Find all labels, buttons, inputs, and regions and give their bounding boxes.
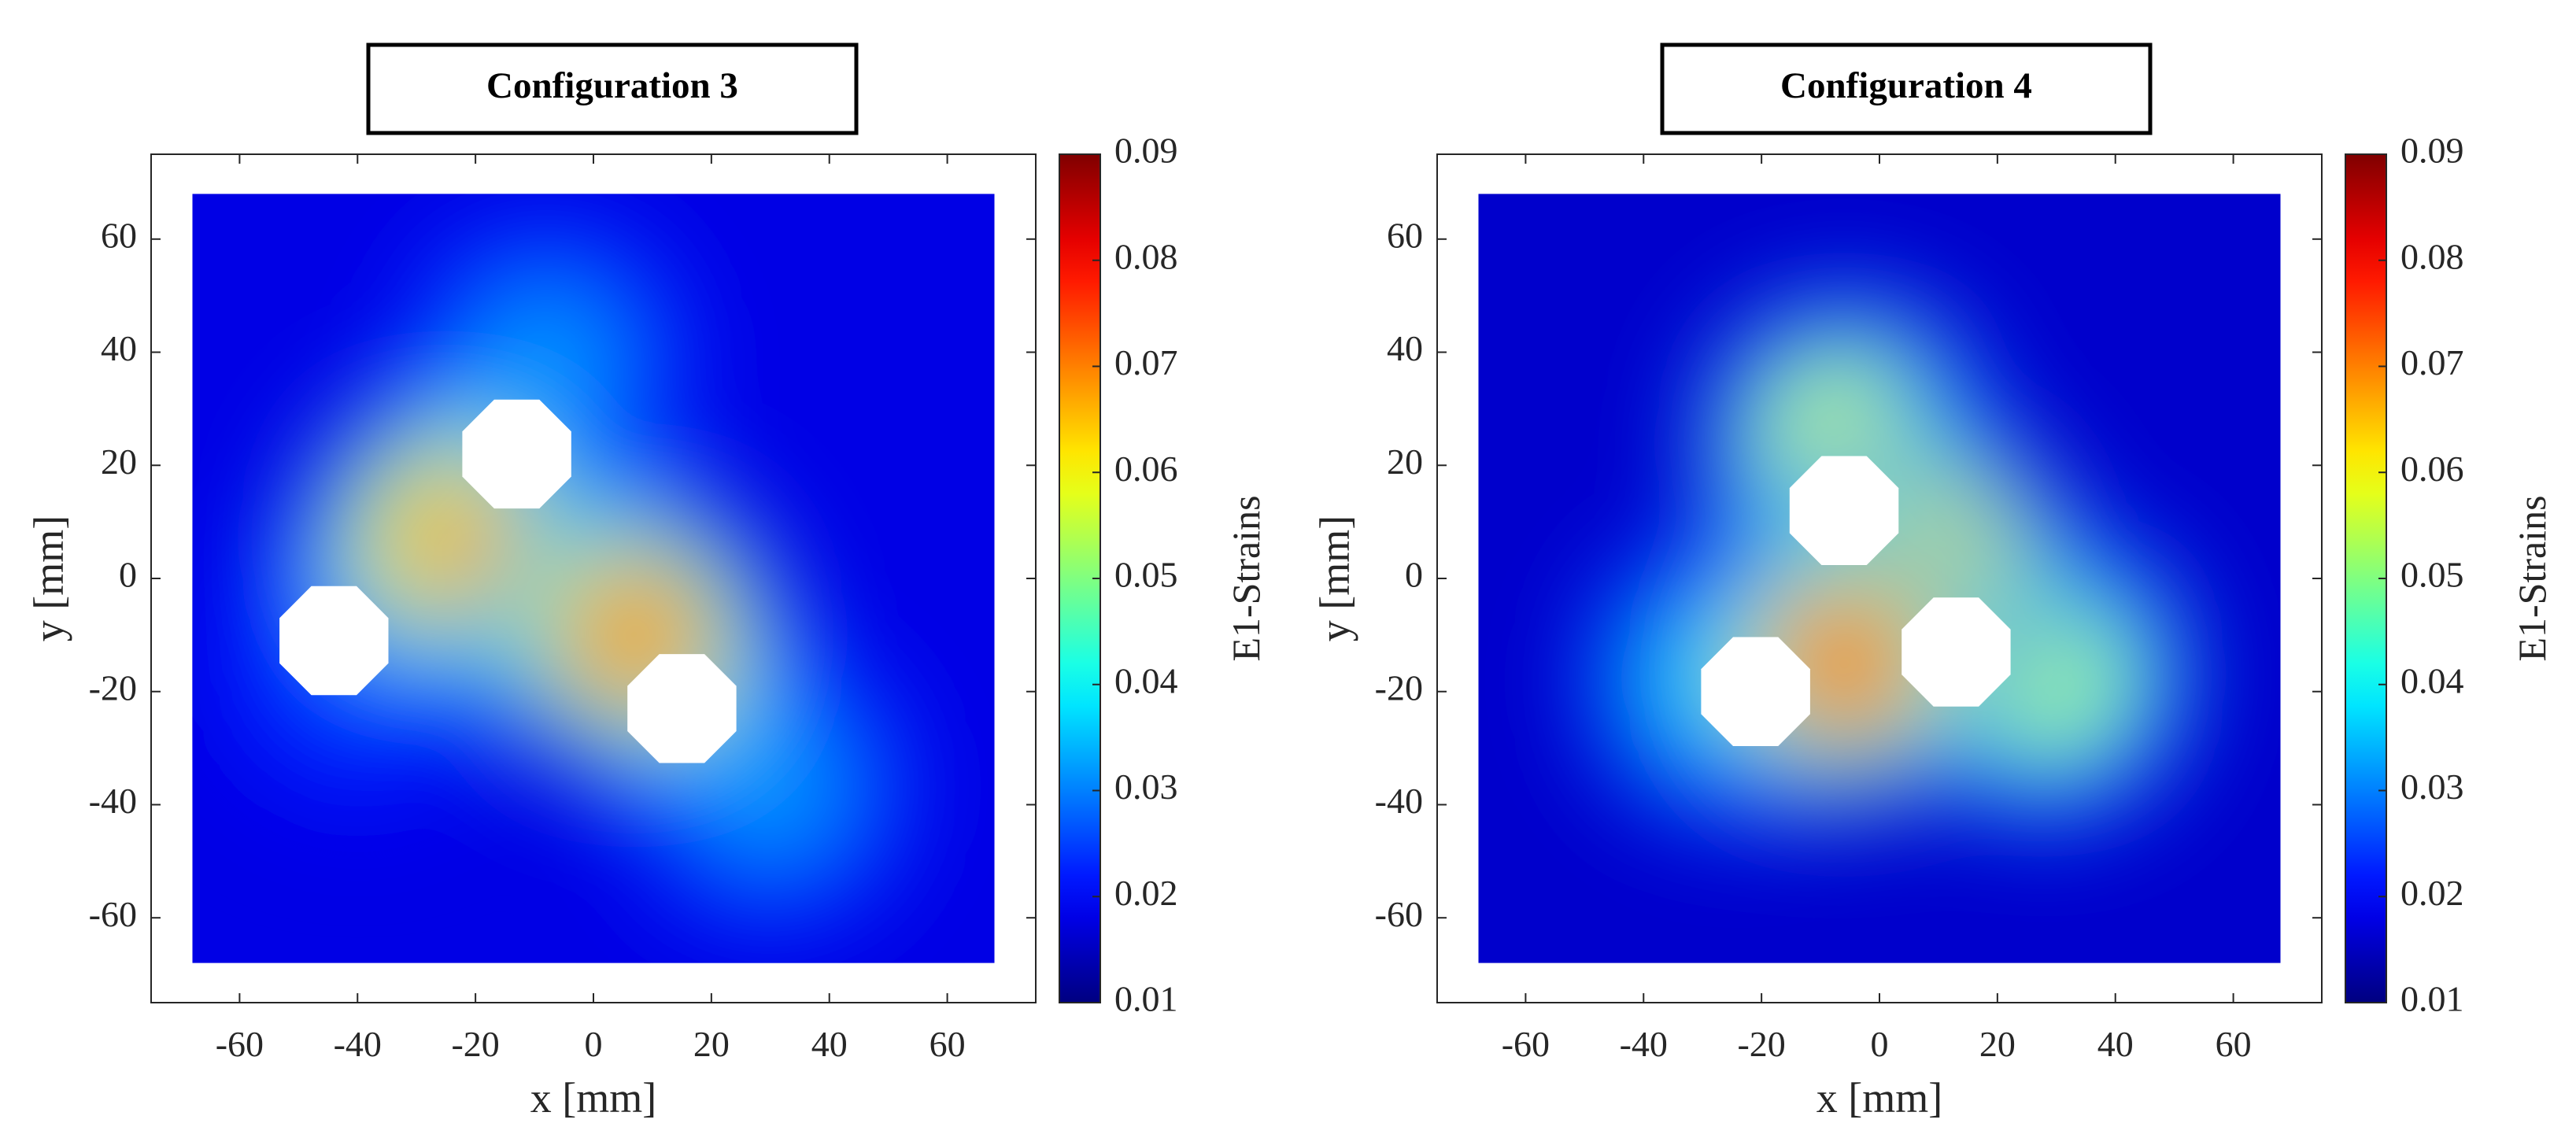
colorbar-label: E1-Strains [2510,495,2554,661]
hole [462,399,571,509]
hole-cutouts [1701,456,2011,746]
strain-peak [487,304,605,423]
strain-peak [1785,604,1903,722]
title-box [1660,42,2153,135]
panel-configuration-4: Configuration 4 -60 -40 -20 0 20 40 60 60 40 20 0… [1311,42,2554,1121]
chart-title: Configuration 3 [486,65,738,106]
colorbar-tick-label: 0.01 [1114,979,1178,1019]
hole [1701,637,1810,746]
y-tick-label: 0 [1405,555,1423,595]
colorbar-ticks: 0.09 0.08 0.07 0.06 0.05 0.04 0.03 0.02 0.01 [2378,131,2464,1019]
colorbar-tick-label: 0.04 [2400,660,2464,700]
y-tick-label: 40 [1387,328,1423,368]
colorbar-tick-label: 0.09 [2400,131,2464,171]
x-tick-label: -20 [451,1024,499,1064]
colorbar-tick-label: 0.06 [2400,449,2464,489]
colorbar-tick-label: 0.09 [1114,131,1178,171]
x-tick-label: 20 [1979,1024,2016,1064]
hole-cutouts [279,399,737,763]
x-tick-label: 20 [693,1024,730,1064]
panel-configuration-3: Configuration 3 -60 -40 -20 0 20 40 60 60 40 20 0… [25,42,1268,1121]
hole [627,654,737,763]
x-tick-label: -40 [334,1024,382,1064]
x-axis-ticks: -60 -40 -20 0 20 40 60 [1502,154,2252,1064]
x-tick-label: 0 [585,1024,603,1064]
y-axis-label: y [mm] [1311,515,1358,641]
colorbar-tick-label: 0.02 [1114,873,1178,913]
x-tick-label: -60 [1502,1024,1550,1064]
x-tick-label: 0 [1871,1024,1889,1064]
hole [1902,597,2011,707]
x-axis-label: x [mm] [530,1074,656,1121]
chart-title: Configuration 4 [1780,65,2032,106]
strain-peak [386,479,505,598]
colorbar-tick-label: 0.07 [2400,342,2464,382]
x-tick-label: -20 [1737,1024,1785,1064]
hole [1789,456,1899,565]
y-axis-ticks: 60 40 20 0 -20 -40 -60 [1375,215,2322,934]
y-tick-label: 20 [1387,442,1423,482]
y-tick-label: -40 [89,781,137,821]
x-tick-label: 60 [930,1024,966,1064]
y-tick-label: 0 [119,555,137,595]
x-axis-ticks: -60 -40 -20 0 20 40 60 [216,154,966,1064]
colorbar-tick-label: 0.01 [2400,979,2464,1019]
y-tick-label: -20 [1375,667,1423,708]
hole [279,586,389,696]
y-tick-label: -40 [1375,781,1423,821]
colorbar-label: E1-Strains [1224,495,1268,661]
y-tick-label: -60 [89,894,137,934]
title-box [366,42,859,135]
colorbar-tick-label: 0.04 [1114,660,1178,700]
y-tick-label: -60 [1375,894,1423,934]
colorbar-tick-label: 0.07 [1114,342,1178,382]
y-tick-label: 20 [101,442,137,482]
x-tick-label: -40 [1620,1024,1668,1064]
colorbar-tick-label: 0.08 [1114,236,1178,276]
y-tick-label: 60 [1387,215,1423,255]
strain-heatmap [192,194,995,963]
colorbar-tick-label: 0.08 [2400,236,2464,276]
y-axis-ticks: 60 40 20 0 -20 -40 -60 [89,215,1036,934]
colorbar-tick-label: 0.03 [1114,767,1178,807]
strain-heatmap [1478,194,2281,963]
x-tick-label: 60 [2216,1024,2252,1064]
colorbar-tick-label: 0.05 [2400,555,2464,595]
x-axis-label: x [mm] [1817,1074,1942,1121]
x-tick-label: -60 [216,1024,264,1064]
colorbar-tick-label: 0.03 [2400,767,2464,807]
strain-peak [711,728,830,847]
y-tick-label: 40 [101,328,137,368]
x-tick-label: 40 [2097,1024,2134,1064]
x-tick-label: 40 [811,1024,848,1064]
y-axis-label: y [mm] [25,515,72,641]
colorbar-tick-label: 0.02 [2400,873,2464,913]
y-tick-label: -20 [89,667,137,708]
colorbar-ticks: 0.09 0.08 0.07 0.06 0.05 0.04 0.03 0.02 0.01 [1092,131,1178,1019]
colorbar-tick-label: 0.05 [1114,555,1178,595]
y-tick-label: 60 [101,215,137,255]
colorbar-tick-label: 0.06 [1114,449,1178,489]
